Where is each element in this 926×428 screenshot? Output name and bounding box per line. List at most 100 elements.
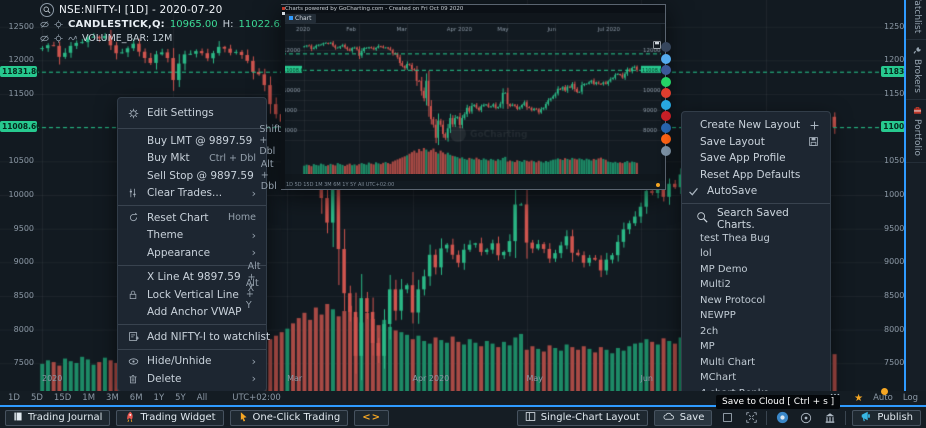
menu-shortcut: Home [227, 212, 256, 224]
context-menu-item[interactable]: Buy Mkt Ctrl + Dbl [118, 150, 266, 168]
price-tick[interactable]: 8500 [884, 290, 905, 300]
button-label: One-Click Trading [252, 412, 341, 423]
price-tick[interactable]: 8000 [884, 324, 905, 334]
saved-charts-search[interactable]: Search Saved Charts. [682, 207, 830, 231]
square-icon[interactable] [718, 410, 736, 426]
magnifier-icon[interactable] [40, 3, 54, 17]
search-icon [696, 211, 708, 226]
context-menu-item[interactable]: X Line At 9897.59 Alt + X [118, 261, 266, 294]
price-tick[interactable]: 12500 [884, 21, 910, 31]
context-menu-item[interactable]: Add Anchor VWAP [118, 304, 266, 322]
price-tick: 8500 [13, 290, 34, 300]
context-menu-item[interactable]: Buy LMT @ 9897.59 Shift + Dbl [118, 124, 281, 157]
price-tick: 9000 [13, 257, 34, 267]
publish-button[interactable]: Publish [852, 409, 921, 426]
share-youtube-icon[interactable] [661, 88, 671, 98]
layout-menu-item[interactable]: Reset App Defaults [682, 167, 830, 184]
price-tick[interactable]: 9500 [884, 223, 905, 233]
context-menu-item[interactable]: Edit Settings [118, 101, 266, 125]
saved-chart-item[interactable]: MP Demo [700, 263, 748, 275]
context-menu-item[interactable]: Hide/Unhide › [118, 353, 266, 371]
price-tick[interactable]: 10500 [884, 156, 910, 166]
star-icon[interactable]: ★ [854, 392, 864, 404]
saved-chart-item[interactable]: New Protocol [700, 294, 766, 306]
timeframe-button[interactable]: 3M [106, 393, 119, 403]
menu-item-label: Reset Chart [147, 211, 209, 224]
timeframe-button[interactable]: 6M [129, 393, 143, 403]
saved-chart-item[interactable]: Multi2 [700, 279, 731, 291]
share-linkedin-icon[interactable] [661, 122, 671, 133]
share-reddit-icon[interactable] [661, 134, 671, 144]
saved-chart-item[interactable]: NEWPP [700, 310, 736, 322]
button-label: Trading Widget [140, 412, 216, 423]
log-scale-toggle[interactable]: Log [902, 393, 918, 403]
side-tab-brokers[interactable]: Brokers [906, 40, 926, 101]
layout-menu-item[interactable]: Save App Profile [682, 150, 830, 167]
context-menu-item[interactable]: Theme › [118, 227, 266, 245]
timezone-label[interactable]: UTC+02:00 [232, 393, 281, 403]
saved-chart-item[interactable]: Multi Chart [700, 356, 756, 368]
timeframe-button[interactable]: 5Y [175, 393, 186, 403]
context-menu-item[interactable]: Delete › [118, 370, 266, 388]
share-whatsapp-icon[interactable] [661, 76, 671, 87]
menu-item-label: Save Layout [700, 135, 765, 148]
menu-item-label: Appearance [147, 246, 211, 259]
trading-widget-button[interactable]: Trading Widget [116, 409, 224, 426]
layout-menu-item[interactable]: AutoSave [682, 183, 830, 200]
price-tick[interactable]: 9000 [884, 257, 905, 267]
timeframe-button[interactable]: 1Y [153, 393, 165, 403]
price-tick[interactable]: 12000 [884, 55, 910, 65]
button-label: Single-Chart Layout [540, 412, 640, 423]
share-email-icon[interactable] [661, 145, 671, 156]
auto-scale-toggle[interactable]: Auto [873, 393, 893, 403]
timeframe-button[interactable]: 5D [30, 393, 43, 403]
side-panel-tabs: Watchlist Brokers Portfolio [904, 0, 926, 392]
side-tab-portfolio[interactable]: Portfolio [906, 100, 926, 164]
saved-chart-item[interactable]: MChart [700, 372, 737, 384]
code-editor-button[interactable]: <> [354, 409, 389, 426]
share-telegram-icon[interactable] [661, 99, 671, 110]
price-tick[interactable]: 7500 [884, 358, 905, 368]
eye-off-icon[interactable] [40, 20, 49, 29]
share-facebook-icon[interactable] [661, 65, 671, 75]
bank-icon[interactable] [821, 410, 839, 426]
timeframe-button[interactable]: 15D [53, 393, 72, 403]
menu-item-label: Hide/Unhide [147, 355, 212, 368]
save-button[interactable]: Save [653, 409, 713, 426]
menu-item-label: Save App Profile [700, 152, 786, 165]
layout-menu-item[interactable]: Save Layout [682, 134, 830, 151]
saved-chart-item[interactable]: 2ch [700, 325, 719, 337]
context-menu-item[interactable]: Sell Stop @ 9897.59 Alt + Dbl [118, 159, 277, 192]
menu-item-label: AutoSave [707, 185, 758, 198]
expand-icon[interactable] [742, 410, 760, 426]
saved-chart-item[interactable]: MP [700, 341, 715, 353]
gear-icon[interactable] [54, 19, 63, 29]
context-menu-item[interactable]: Lock Vertical Line Alt + Y [118, 278, 266, 311]
saved-chart-item[interactable]: test Thea Bug [700, 232, 770, 244]
price-tick[interactable]: 11500 [884, 89, 910, 99]
one-click-trading-button[interactable]: One-Click Trading [229, 409, 349, 426]
eye-off-icon[interactable] [40, 34, 49, 43]
share-tumblr-icon[interactable] [661, 42, 671, 52]
context-menu-item[interactable]: Appearance › [118, 244, 266, 262]
side-tab-watchlist[interactable]: Watchlist [906, 0, 926, 41]
price-tick[interactable]: 10000 [884, 190, 910, 199]
context-menu-item[interactable]: Reset Chart Home [118, 209, 266, 227]
share-pinterest-icon[interactable] [661, 111, 671, 121]
timeframe-button[interactable]: 1D [8, 393, 20, 403]
camera-icon[interactable] [773, 410, 791, 426]
timeframe-button[interactable]: All [196, 393, 208, 403]
floppy-icon[interactable] [653, 34, 661, 53]
single-chart-layout-button[interactable]: Single-Chart Layout [516, 409, 648, 426]
context-menu-item[interactable]: Clear Trades... › [118, 185, 266, 203]
context-menu-item[interactable]: Add NIFTY-I to watchlist [118, 328, 270, 346]
trading-journal-button[interactable]: Trading Journal [5, 409, 111, 426]
preview-chart-tab[interactable]: Chart [285, 13, 316, 23]
share-twitter-icon[interactable] [661, 53, 671, 64]
saved-chart-item[interactable]: lol [700, 248, 712, 260]
trash-icon [126, 374, 140, 384]
timeframe-button[interactable]: 1M [82, 393, 96, 403]
target-icon[interactable] [797, 410, 815, 426]
layout-menu-item[interactable]: Create New Layout [682, 117, 830, 134]
gear-icon[interactable] [54, 33, 63, 43]
